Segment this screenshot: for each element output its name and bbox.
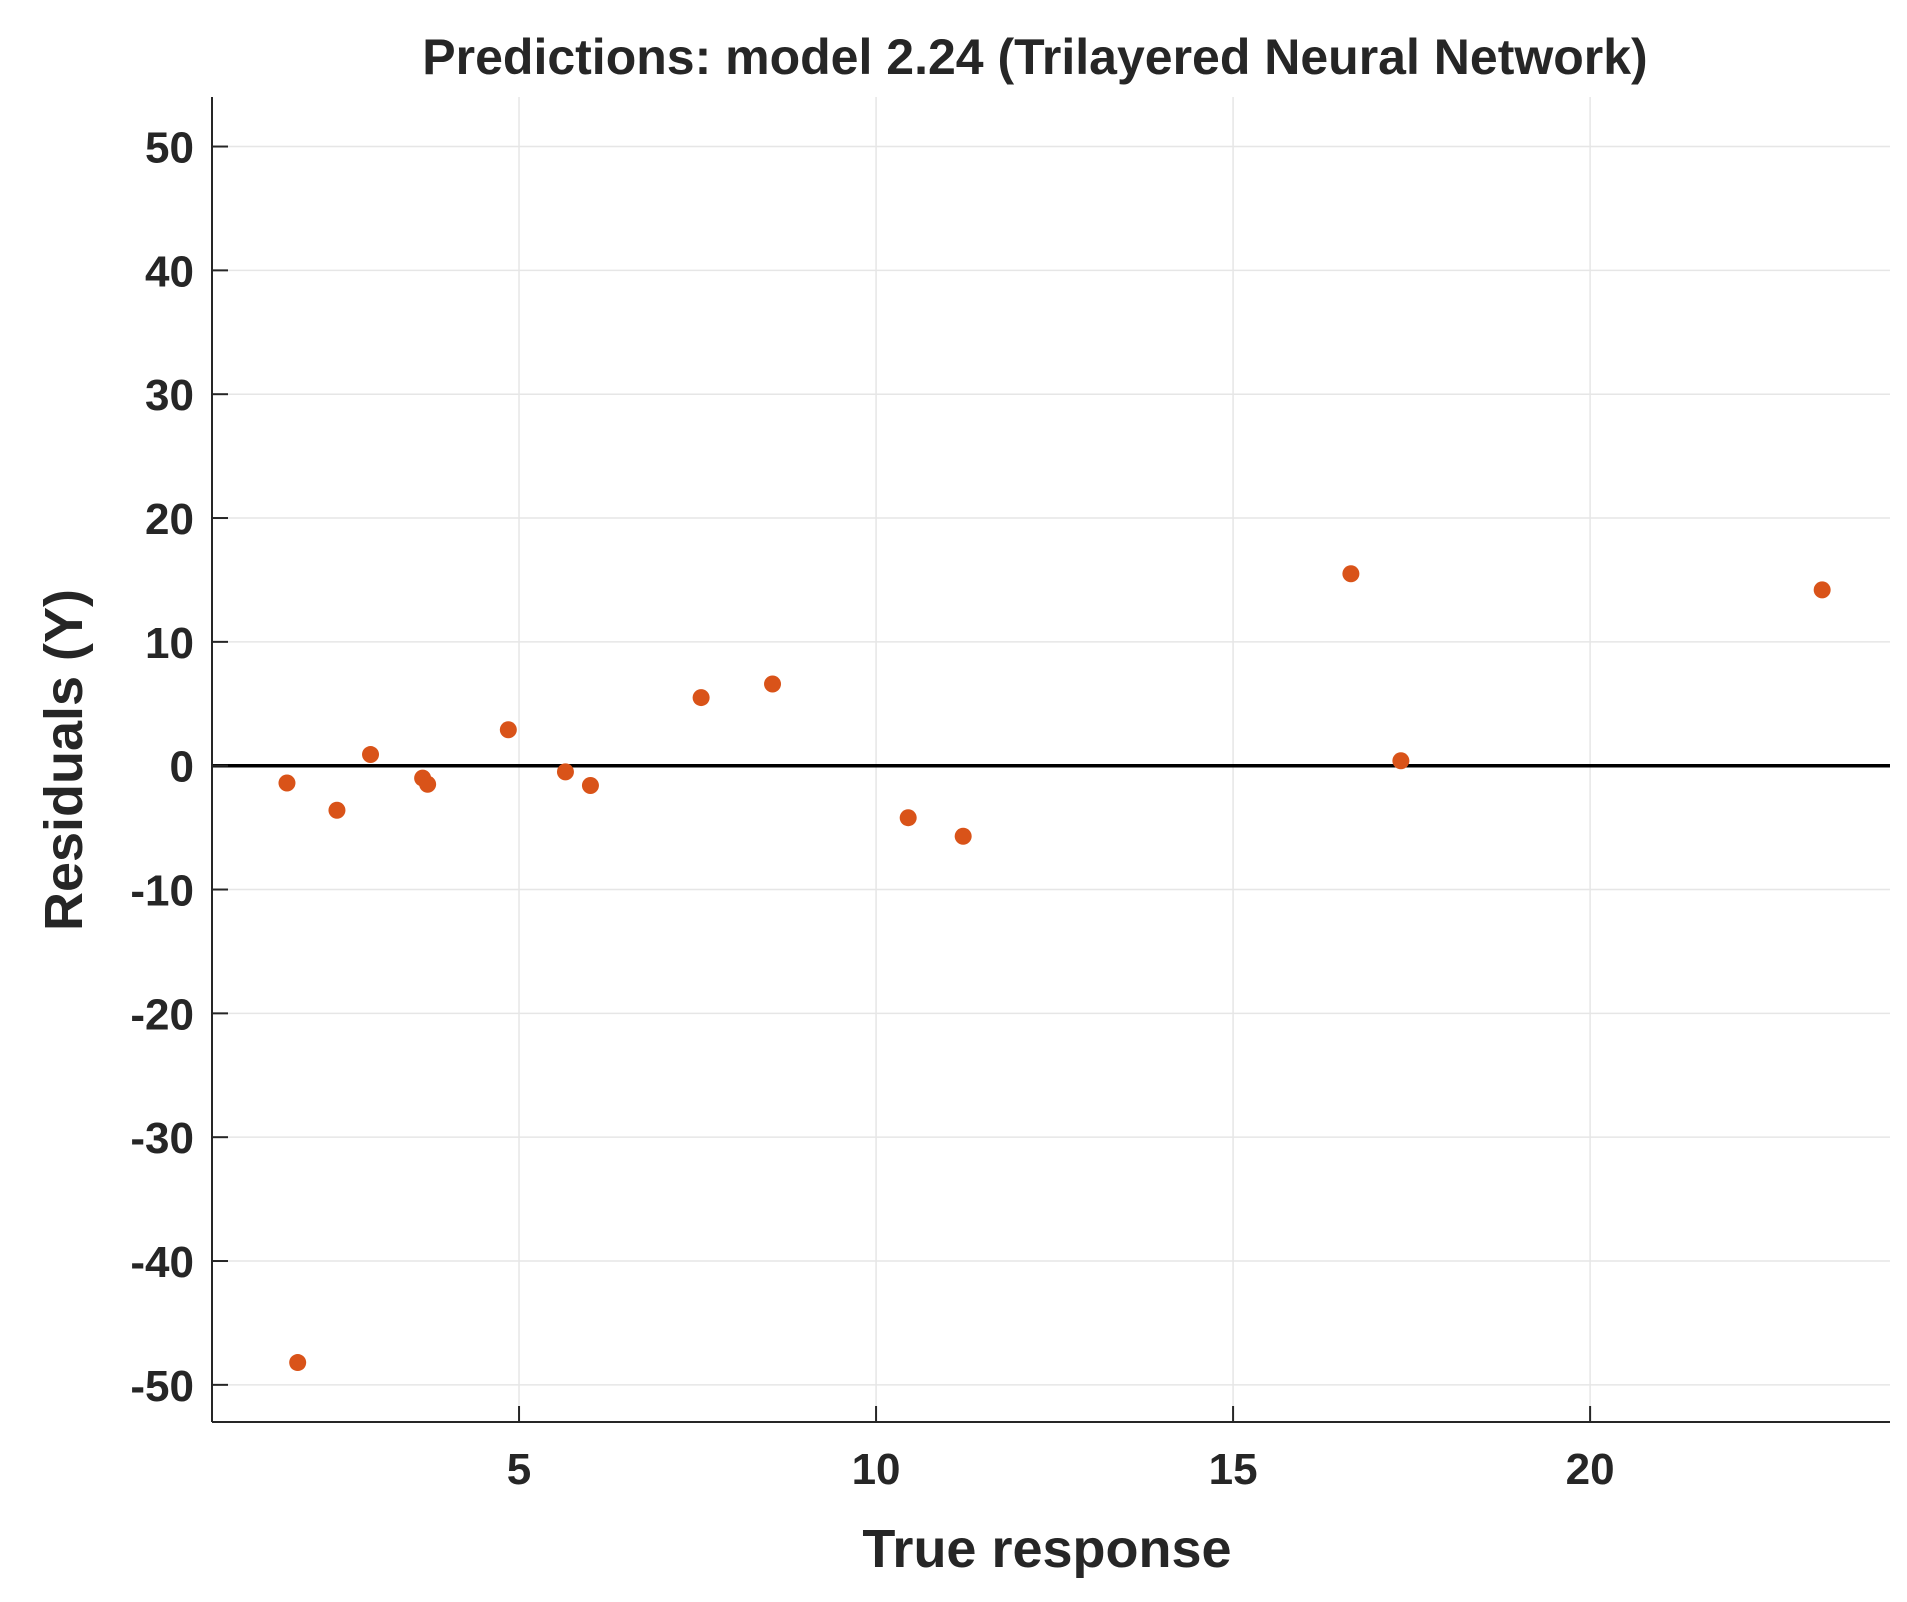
y-tick-label: 10: [145, 619, 194, 668]
x-tick-label: 20: [1566, 1445, 1615, 1494]
x-tick-label: 5: [507, 1445, 531, 1494]
grid-layer: [212, 97, 1890, 1422]
scatter-point: [581, 777, 599, 795]
scatter-point: [1813, 581, 1831, 599]
y-tick-label: 50: [145, 124, 194, 173]
y-axis-label: Residuals (Y): [34, 589, 94, 931]
y-tick-label: -40: [130, 1238, 194, 1287]
x-tick-label: 10: [852, 1445, 901, 1494]
y-tick-label: -10: [130, 867, 194, 916]
scatter-point: [764, 675, 782, 693]
y-tick-label: 40: [145, 247, 194, 296]
chart-title: Predictions: model 2.24 (Trilayered Neur…: [422, 29, 1647, 85]
scatter-point: [556, 763, 574, 781]
y-tick-label: 0: [170, 743, 194, 792]
scatter-point: [499, 721, 517, 739]
scatter-point: [362, 746, 380, 764]
x-axis-label: True response: [862, 1519, 1231, 1579]
y-tick-label: -30: [130, 1114, 194, 1163]
scatter-point: [692, 689, 710, 707]
tick-labels: 5 10 15 20 -50 -40 -30 -20 -10 0 10 20 30 40 50: [130, 124, 1614, 1494]
y-tick-label: -20: [130, 990, 194, 1039]
scatter-point: [1342, 565, 1360, 583]
y-tick-label: 30: [145, 371, 194, 420]
axes-layer: [211, 97, 1890, 1423]
scatter-point: [289, 1354, 307, 1372]
data-points: [278, 565, 1831, 1372]
scatter-point: [899, 809, 917, 827]
scatter-point: [278, 774, 296, 792]
scatter-point: [1392, 752, 1410, 770]
y-tick-label: -50: [130, 1362, 194, 1411]
scatter-point: [328, 801, 346, 819]
scatter-point: [954, 827, 972, 845]
scatter-point: [419, 775, 437, 793]
y-tick-label: 20: [145, 495, 194, 544]
x-tick-label: 15: [1209, 1445, 1258, 1494]
